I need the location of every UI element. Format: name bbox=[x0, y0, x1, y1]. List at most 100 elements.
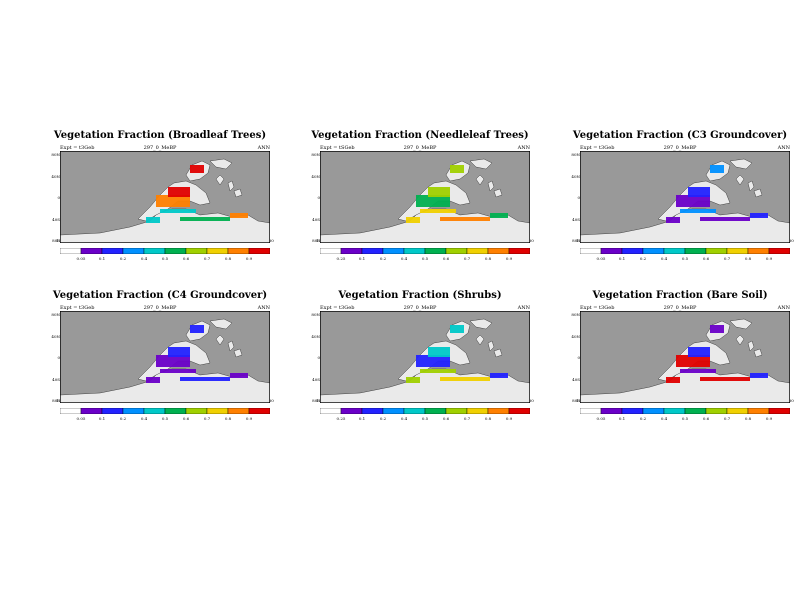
veg-fraction-cell bbox=[406, 377, 420, 383]
veg-fraction-cell bbox=[156, 195, 190, 207]
colorbar-swatch bbox=[600, 408, 623, 414]
veg-fraction-cell bbox=[450, 165, 464, 173]
colorbar-swatch bbox=[508, 408, 530, 414]
colorbar-label: 0.1 bbox=[358, 256, 366, 261]
veg-fraction-cell bbox=[700, 377, 750, 381]
veg-fraction-cell bbox=[420, 209, 456, 213]
panel-title: Vegetation Fraction (Shrubs) bbox=[338, 290, 502, 301]
colorbar-label: 0.7 bbox=[463, 256, 471, 261]
lat-tick-label: 0 bbox=[317, 195, 320, 200]
colorbar-label: 0.9 bbox=[505, 256, 513, 261]
colorbar-label: 0.1 bbox=[358, 416, 366, 421]
lat-tick-label: 40N bbox=[311, 333, 320, 339]
map-plot bbox=[580, 151, 790, 243]
colorbar-label: 0.4 bbox=[140, 416, 148, 421]
veg-fraction-cell bbox=[406, 217, 420, 223]
land-mass bbox=[469, 158, 493, 170]
land-mass bbox=[735, 174, 745, 186]
panel-subtitle: 297_0_MeBP bbox=[403, 305, 437, 311]
colorbar-swatch bbox=[726, 408, 749, 414]
expt-label: Expt = t3Geb bbox=[60, 305, 95, 311]
colorbar-label: 0.9 bbox=[765, 256, 773, 261]
period-label: ANN bbox=[777, 145, 790, 151]
lon-tick-label: 180 bbox=[786, 238, 794, 243]
colorbar-label: 0.05 bbox=[76, 256, 86, 261]
land-mass bbox=[735, 334, 745, 346]
colorbar-swatch bbox=[445, 408, 468, 414]
colorbar-swatch bbox=[143, 248, 166, 254]
colorbar-swatch bbox=[60, 248, 82, 254]
colorbar-swatch bbox=[466, 248, 489, 254]
colorbar-swatch bbox=[663, 408, 686, 414]
colorbar-label: 0.8 bbox=[484, 416, 492, 421]
map-panel-4: Vegetation Fraction (C4 Groundcover) Expt… bbox=[40, 290, 280, 440]
colorbar-label: 0.25 bbox=[336, 416, 346, 421]
land-mass bbox=[747, 180, 755, 192]
colorbar bbox=[320, 408, 530, 414]
colorbar-swatch bbox=[122, 248, 145, 254]
veg-fraction-cell bbox=[168, 347, 190, 357]
map-panel-6: Vegetation Fraction (Bare Soil) Expt = t3… bbox=[560, 290, 800, 440]
land-mass bbox=[227, 340, 235, 352]
veg-fraction-cell bbox=[180, 377, 230, 381]
colorbar-label: 0.5 bbox=[161, 416, 169, 421]
map-frame bbox=[320, 311, 530, 403]
colorbar-swatch bbox=[340, 408, 363, 414]
lon-tick-label: 180 bbox=[786, 398, 794, 403]
lat-tick-label: 40S bbox=[312, 376, 320, 382]
colorbar-swatch bbox=[248, 408, 270, 414]
map-panel-3: Vegetation Fraction (C3 Groundcover) Expt… bbox=[560, 130, 800, 280]
colorbar-swatch bbox=[80, 408, 103, 414]
panel-subtitle: 297_0_MeBP bbox=[403, 145, 437, 151]
colorbar-label: 0.7 bbox=[203, 416, 211, 421]
colorbar-swatch bbox=[445, 248, 468, 254]
veg-fraction-cell bbox=[416, 195, 450, 207]
colorbar-label: 0.2 bbox=[639, 256, 647, 261]
land-mass bbox=[753, 188, 763, 198]
colorbar bbox=[60, 408, 270, 414]
veg-fraction-cell bbox=[160, 369, 196, 373]
expt-label: Expt = t3Geb bbox=[320, 305, 355, 311]
land-mass bbox=[209, 318, 233, 330]
veg-fraction-cell bbox=[416, 355, 450, 367]
veg-fraction-cell bbox=[420, 369, 456, 373]
veg-fraction-cell bbox=[190, 325, 204, 333]
colorbar-swatch bbox=[185, 408, 208, 414]
land-mass bbox=[729, 158, 753, 170]
colorbar-swatch bbox=[403, 408, 426, 414]
veg-fraction-cell bbox=[700, 217, 750, 221]
lat-tick-label: 80S bbox=[572, 398, 580, 403]
colorbar-label: 0.05 bbox=[596, 256, 606, 261]
colorbar-label: 0.2 bbox=[119, 416, 127, 421]
lat-tick-label: 80N bbox=[311, 152, 320, 157]
colorbar-label: 0.8 bbox=[744, 256, 752, 261]
colorbar-swatch bbox=[705, 408, 728, 414]
map-plot bbox=[320, 151, 530, 243]
veg-fraction-cell bbox=[688, 187, 710, 197]
veg-fraction-cell bbox=[710, 165, 724, 173]
colorbar-swatch bbox=[424, 248, 447, 254]
panel-subtitle: 297_0_MeBP bbox=[143, 305, 177, 311]
colorbar-label: 0.2 bbox=[639, 416, 647, 421]
colorbar-label: 0.1 bbox=[98, 256, 106, 261]
colorbar-label: 0.05 bbox=[76, 416, 86, 421]
panel-subtitle: 297_0_MeBP bbox=[663, 145, 697, 151]
colorbar-swatch bbox=[621, 408, 644, 414]
colorbar-label: 0.6 bbox=[702, 256, 710, 261]
veg-fraction-cell bbox=[146, 377, 160, 383]
veg-fraction-cell bbox=[680, 369, 716, 373]
lon-tick-label: 180 bbox=[526, 398, 534, 403]
veg-fraction-cell bbox=[180, 217, 230, 221]
lat-tick-label: 0 bbox=[317, 355, 320, 360]
colorbar-swatch bbox=[705, 248, 728, 254]
colorbar-swatch bbox=[164, 408, 187, 414]
veg-fraction-cell bbox=[146, 217, 160, 223]
colorbar-label: 0.7 bbox=[723, 416, 731, 421]
colorbar-swatch bbox=[320, 408, 342, 414]
map-plot bbox=[580, 311, 790, 403]
colorbar-label: 0.9 bbox=[505, 416, 513, 421]
period-label: ANN bbox=[517, 305, 530, 311]
map-frame bbox=[580, 151, 790, 243]
expt-label: Expt = tSGeb bbox=[320, 145, 355, 151]
colorbar-label: 0.8 bbox=[224, 416, 232, 421]
